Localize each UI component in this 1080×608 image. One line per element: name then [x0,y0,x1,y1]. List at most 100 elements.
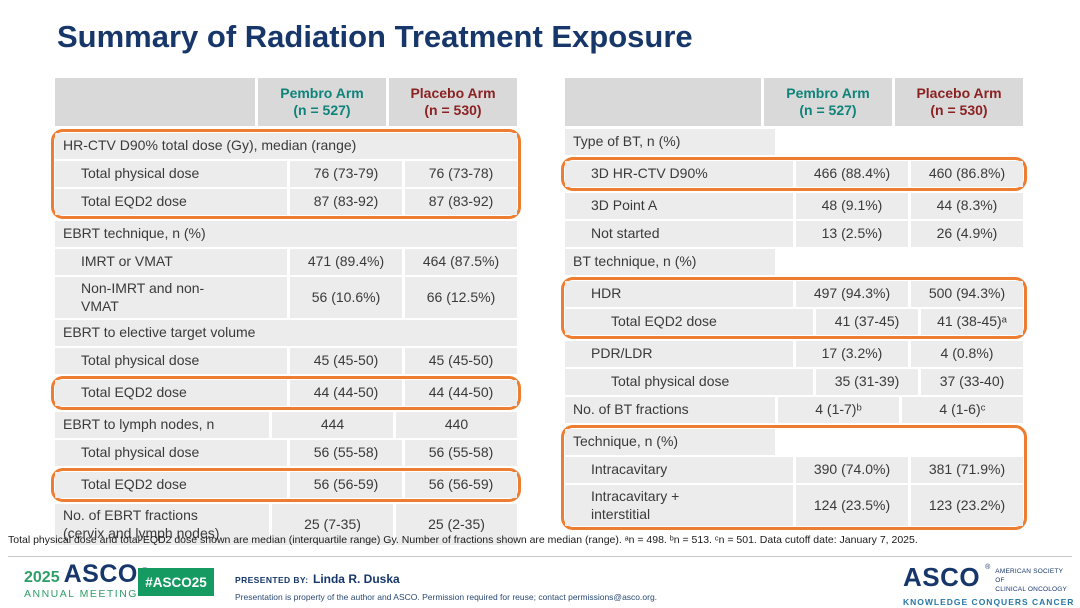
placebo-arm-header: Placebo Arm (n = 530) [895,78,1023,126]
ebrt-table-header: Pembro Arm (n = 527) Placebo Arm (n = 53… [55,78,517,126]
placebo-value: 87 (83-92) [405,189,517,215]
pembro-value: 4 (1-7)ᵇ [778,397,899,423]
registered-mark: ® [985,564,991,571]
row-label: No. of EBRT fractions (cervix and lymph … [55,504,269,545]
pembro-value: 497 (94.3%) [796,281,908,307]
pembro-value: 56 (10.6%) [290,277,402,318]
placebo-value: 4 (1-6)ᶜ [902,397,1023,423]
table-row: Total EQD2 dose 87 (83-92) 87 (83-92) [55,189,517,215]
presented-by-line: PRESENTED BY: Linda R. Duska [235,570,657,588]
row-label: IMRT or VMAT [55,249,287,275]
placebo-value: 45 (45-50) [405,348,517,374]
row-label: HR-CTV D90% total dose (Gy), median (ran… [55,133,517,159]
row-label: HDR [565,281,793,307]
placebo-arm-header: Placebo Arm (n = 530) [389,78,517,126]
asco-society-logo: ASCO ® AMERICAN SOCIETY OF CLINICAL ONCO… [903,562,1075,608]
asco-wordmark: ASCO [903,562,981,592]
table-row: Total physical dose 76 (73-79) 76 (73-78) [55,161,517,187]
highlight-box: 3D HR-CTV D90% 466 (88.4%) 460 (86.8%) [561,157,1027,191]
highlight-box: HR-CTV D90% total dose (Gy), median (ran… [51,129,521,219]
placebo-value: 4 (0.8%) [911,341,1023,367]
pembro-value: 444 [272,412,393,438]
row-label: Non-IMRT and non- VMAT [55,277,287,318]
society-name: AMERICAN SOCIETY OF CLINICAL ONCOLOGY [995,568,1068,593]
placebo-value: 56 (56-59) [405,472,517,498]
section-row: EBRT to elective target volume [55,320,517,346]
placebo-value: 44 (8.3%) [911,193,1023,219]
row-label: PDR/LDR [565,341,793,367]
presenter-block: PRESENTED BY: Linda R. Duska Presentatio… [235,570,657,602]
pembro-value: 124 (23.5%) [796,485,908,526]
table-row: EBRT to lymph nodes, n 444 440 [55,412,517,438]
presenter-name: Linda R. Duska [312,572,400,586]
placebo-value: 76 (73-78) [405,161,517,187]
meeting-year: 2025 [24,569,60,586]
table-row: Total physical dose 35 (31-39) 37 (33-40) [565,369,1023,395]
row-label: Intracavitary + interstitial [565,485,793,526]
placebo-value: 56 (55-58) [405,440,517,466]
permission-text: Presentation is property of the author a… [235,592,658,602]
ebrt-table: Pembro Arm (n = 527) Placebo Arm (n = 53… [51,78,521,547]
pembro-value: 48 (9.1%) [796,193,908,219]
bt-table-body: Type of BT, n (%) 3D HR-CTV D90% 466 (88.4… [561,129,1027,530]
pembro-value: 25 (7-35) [272,504,393,545]
bt-table: Pembro Arm (n = 527) Placebo Arm (n = 53… [561,78,1027,532]
pembro-value: 45 (45-50) [290,348,402,374]
row-label: Technique, n (%) [565,429,775,455]
pembro-value: 17 (3.2%) [796,341,908,367]
placebo-value: 123 (23.2%) [911,485,1023,526]
meeting-subtitle: ANNUAL MEETING [24,588,138,600]
ebrt-table-body: HR-CTV D90% total dose (Gy), median (ran… [51,129,521,545]
row-label: EBRT technique, n (%) [55,221,517,247]
table-row: Total EQD2 dose 56 (56-59) 56 (56-59) [55,472,517,498]
placebo-value: 500 (94.3%) [911,281,1023,307]
pembro-value: 44 (44-50) [290,380,402,406]
placebo-value: 25 (2-35) [396,504,517,545]
table-row: Intracavitary 390 (74.0%) 381 (71.9%) [565,457,1023,483]
pembro-value: 56 (56-59) [290,472,402,498]
table-row: Total EQD2 dose 41 (37-45) 41 (38-45)ᵃ [565,309,1023,335]
page-title: Summary of Radiation Treatment Exposure [57,19,693,54]
highlight-box: Technique, n (%) Intracavitary 390 (74.0%)… [561,425,1027,530]
section-row: HR-CTV D90% total dose (Gy), median (ran… [55,133,517,159]
section-row: Technique, n (%) [565,429,1023,455]
hashtag-badge: #ASCO25 [138,568,214,596]
pembro-value: 76 (73-79) [290,161,402,187]
table-row: IMRT or VMAT 471 (89.4%) 464 (87.5%) [55,249,517,275]
bt-table-header: Pembro Arm (n = 527) Placebo Arm (n = 53… [565,78,1023,126]
placebo-value: 44 (44-50) [405,380,517,406]
row-label: Total EQD2 dose [55,189,287,215]
highlight-box: HDR 497 (94.3%) 500 (94.3%) Total EQD2 dose… [561,277,1027,339]
row-label: 3D HR-CTV D90% [565,161,793,187]
table-row: No. of BT fractions 4 (1-7)ᵇ 4 (1-6)ᶜ [565,397,1023,423]
table-row: 3D Point A 48 (9.1%) 44 (8.3%) [565,193,1023,219]
footer-divider [8,556,1072,557]
pembro-value: 390 (74.0%) [796,457,908,483]
row-label: EBRT to elective target volume [55,320,517,346]
row-label: Total EQD2 dose [55,472,287,498]
placebo-value: 26 (4.9%) [911,221,1023,247]
asco-tagline: KNOWLEDGE CONQUERS CANCER [903,597,1075,608]
row-label: Total physical dose [55,161,287,187]
table-row: HDR 497 (94.3%) 500 (94.3%) [565,281,1023,307]
placebo-value: 460 (86.8%) [911,161,1023,187]
row-label: No. of BT fractions [565,397,775,423]
pembro-value: 35 (31-39) [816,369,918,395]
pembro-value: 41 (37-45) [816,309,918,335]
presented-by-label: PRESENTED BY: [235,575,309,585]
table-row: Total physical dose 56 (55-58) 56 (55-58) [55,440,517,466]
table-row: PDR/LDR 17 (3.2%) 4 (0.8%) [565,341,1023,367]
row-label: Total EQD2 dose [55,380,287,406]
table-row: Non-IMRT and non- VMAT 56 (10.6%) 66 (12.5… [55,277,517,318]
table-row: Intracavitary + interstitial 124 (23.5%) 1… [565,485,1023,526]
placebo-value: 464 (87.5%) [405,249,517,275]
table-row: Total EQD2 dose 44 (44-50) 44 (44-50) [55,380,517,406]
row-label: Intracavitary [565,457,793,483]
pembro-value: 471 (89.4%) [290,249,402,275]
pembro-arm-header: Pembro Arm (n = 527) [764,78,892,126]
asco-annual-meeting-logo: 2025 ASCO ® ANNUAL MEETING [24,562,148,600]
placebo-value: 41 (38-45)ᵃ [921,309,1023,335]
row-label: Total physical dose [565,369,813,395]
pembro-value: 56 (55-58) [290,440,402,466]
